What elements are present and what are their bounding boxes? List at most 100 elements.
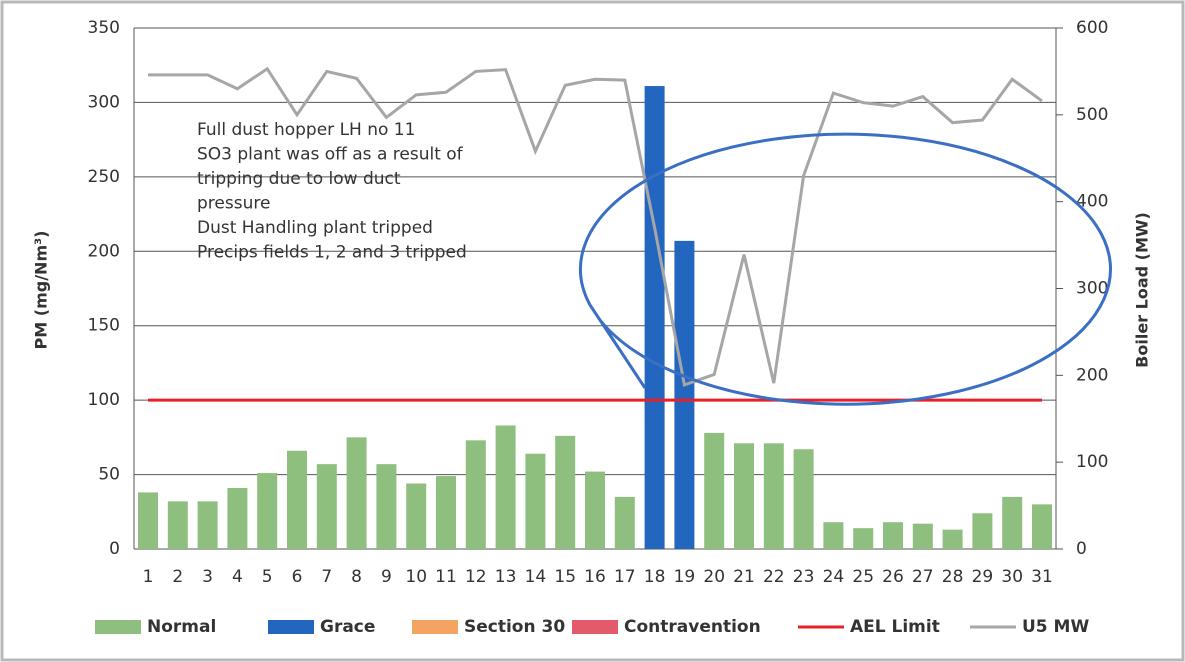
legend-item: Contravention [572, 617, 761, 637]
x-tick-label: 8 [351, 567, 362, 587]
bar [763, 443, 784, 549]
x-tick-label: 22 [763, 567, 785, 587]
bar [257, 473, 278, 549]
x-tick-label: 17 [614, 567, 636, 587]
x-tick-label: 7 [321, 567, 332, 587]
y2-tick-label: 400 [1076, 192, 1108, 212]
y2-tick-label: 500 [1076, 105, 1108, 125]
x-tick-label: 16 [584, 567, 606, 587]
bar [823, 522, 844, 549]
bar [465, 440, 486, 549]
y-tick-label: 50 [98, 465, 120, 485]
bar [316, 464, 337, 549]
annotation-line: Full dust hopper LH no 11 [197, 120, 415, 140]
bar [853, 528, 874, 549]
legend-label: Section 30 [464, 617, 565, 637]
bar [227, 487, 248, 549]
bar [585, 471, 605, 549]
x-tick-label: 27 [912, 567, 934, 587]
y-tick-label: 100 [88, 390, 120, 410]
bar [376, 464, 397, 549]
y-tick-label: 200 [88, 241, 120, 261]
x-tick-label: 23 [793, 567, 815, 587]
y2-tick-label: 200 [1076, 365, 1108, 385]
y-tick-label: 150 [88, 316, 120, 336]
bar [912, 523, 933, 549]
bar [704, 432, 725, 549]
legend-swatch [572, 620, 618, 634]
bar [406, 483, 427, 549]
x-tick-label: 13 [495, 567, 517, 587]
bar [644, 86, 665, 549]
annotation: Full dust hopper LH no 11 SO3 plant was o… [197, 120, 467, 263]
y2-tick-label: 100 [1076, 452, 1108, 472]
x-tick-label: 29 [972, 567, 994, 587]
legend-item: U5 MW [970, 617, 1089, 637]
marks [138, 66, 1052, 549]
legend: Normal Grace Section 30 Contravention AEL Li… [95, 617, 1089, 637]
x-tick-label: 31 [1031, 567, 1053, 587]
bar [167, 501, 188, 549]
bar [346, 437, 367, 549]
y2-tick-label: 300 [1076, 279, 1108, 299]
bar [287, 450, 307, 549]
x-tick-label: 14 [525, 567, 547, 587]
bar [436, 476, 456, 549]
legend-label: Contravention [624, 617, 761, 637]
y-axis-label: PM (mg/Nm³) [32, 231, 51, 350]
bar [1002, 496, 1023, 549]
x-tick-label: 19 [674, 567, 696, 587]
legend-item: Section 30 [412, 617, 565, 637]
legend-swatch [412, 620, 458, 634]
bar [495, 425, 516, 549]
bar [555, 435, 576, 549]
y-tick-label: 0 [109, 539, 120, 559]
annotation-line: Precips fields 1, 2 and 3 tripped [197, 243, 467, 263]
bar [972, 513, 993, 549]
x-tick-label: 28 [942, 567, 964, 587]
x-tick-label: 26 [882, 567, 904, 587]
legend-item: AEL Limit [798, 617, 940, 637]
x-tick-label: 12 [465, 567, 487, 587]
bar [734, 443, 754, 549]
annotation-line: pressure [197, 194, 270, 214]
x-tick-label: 3 [202, 567, 213, 587]
x-tick-label: 2 [172, 567, 183, 587]
line [148, 66, 1043, 387]
legend-swatch [268, 620, 314, 634]
x-tick-label: 25 [852, 567, 874, 587]
legend-label: Normal [147, 617, 216, 637]
x-tick-label: 15 [554, 567, 576, 587]
bar [138, 492, 158, 549]
y2-tick-label: 600 [1076, 18, 1108, 38]
bar [1032, 504, 1052, 549]
bar [674, 240, 695, 549]
y-tick-label: 300 [88, 92, 120, 112]
bar [942, 529, 963, 549]
x-tick-label: 11 [435, 567, 457, 587]
x-tick-label: 18 [644, 567, 666, 587]
legend-label: Grace [320, 617, 375, 637]
x-tick-label: 21 [733, 567, 755, 587]
legend-item: Grace [268, 617, 375, 637]
x-tick-label: 6 [292, 567, 303, 587]
bar [793, 449, 814, 549]
annotation-line: tripping due to low duct [197, 169, 401, 189]
x-tick-label: 1 [143, 567, 154, 587]
annotation-line: Dust Handling plant tripped [197, 218, 433, 238]
legend-label: AEL Limit [850, 617, 940, 637]
bar [197, 501, 218, 549]
x-tick-label: 30 [1001, 567, 1023, 587]
x-tick-label: 20 [703, 567, 725, 587]
bar [525, 453, 546, 549]
callout [579, 132, 1112, 406]
y2-tick-label: 0 [1076, 539, 1087, 559]
y-tick-label: 350 [88, 18, 120, 38]
x-tick-label: 5 [262, 567, 273, 587]
legend-label: U5 MW [1022, 617, 1089, 637]
bar [883, 522, 903, 549]
y-tick-label: 250 [88, 167, 120, 187]
bar [614, 496, 635, 549]
